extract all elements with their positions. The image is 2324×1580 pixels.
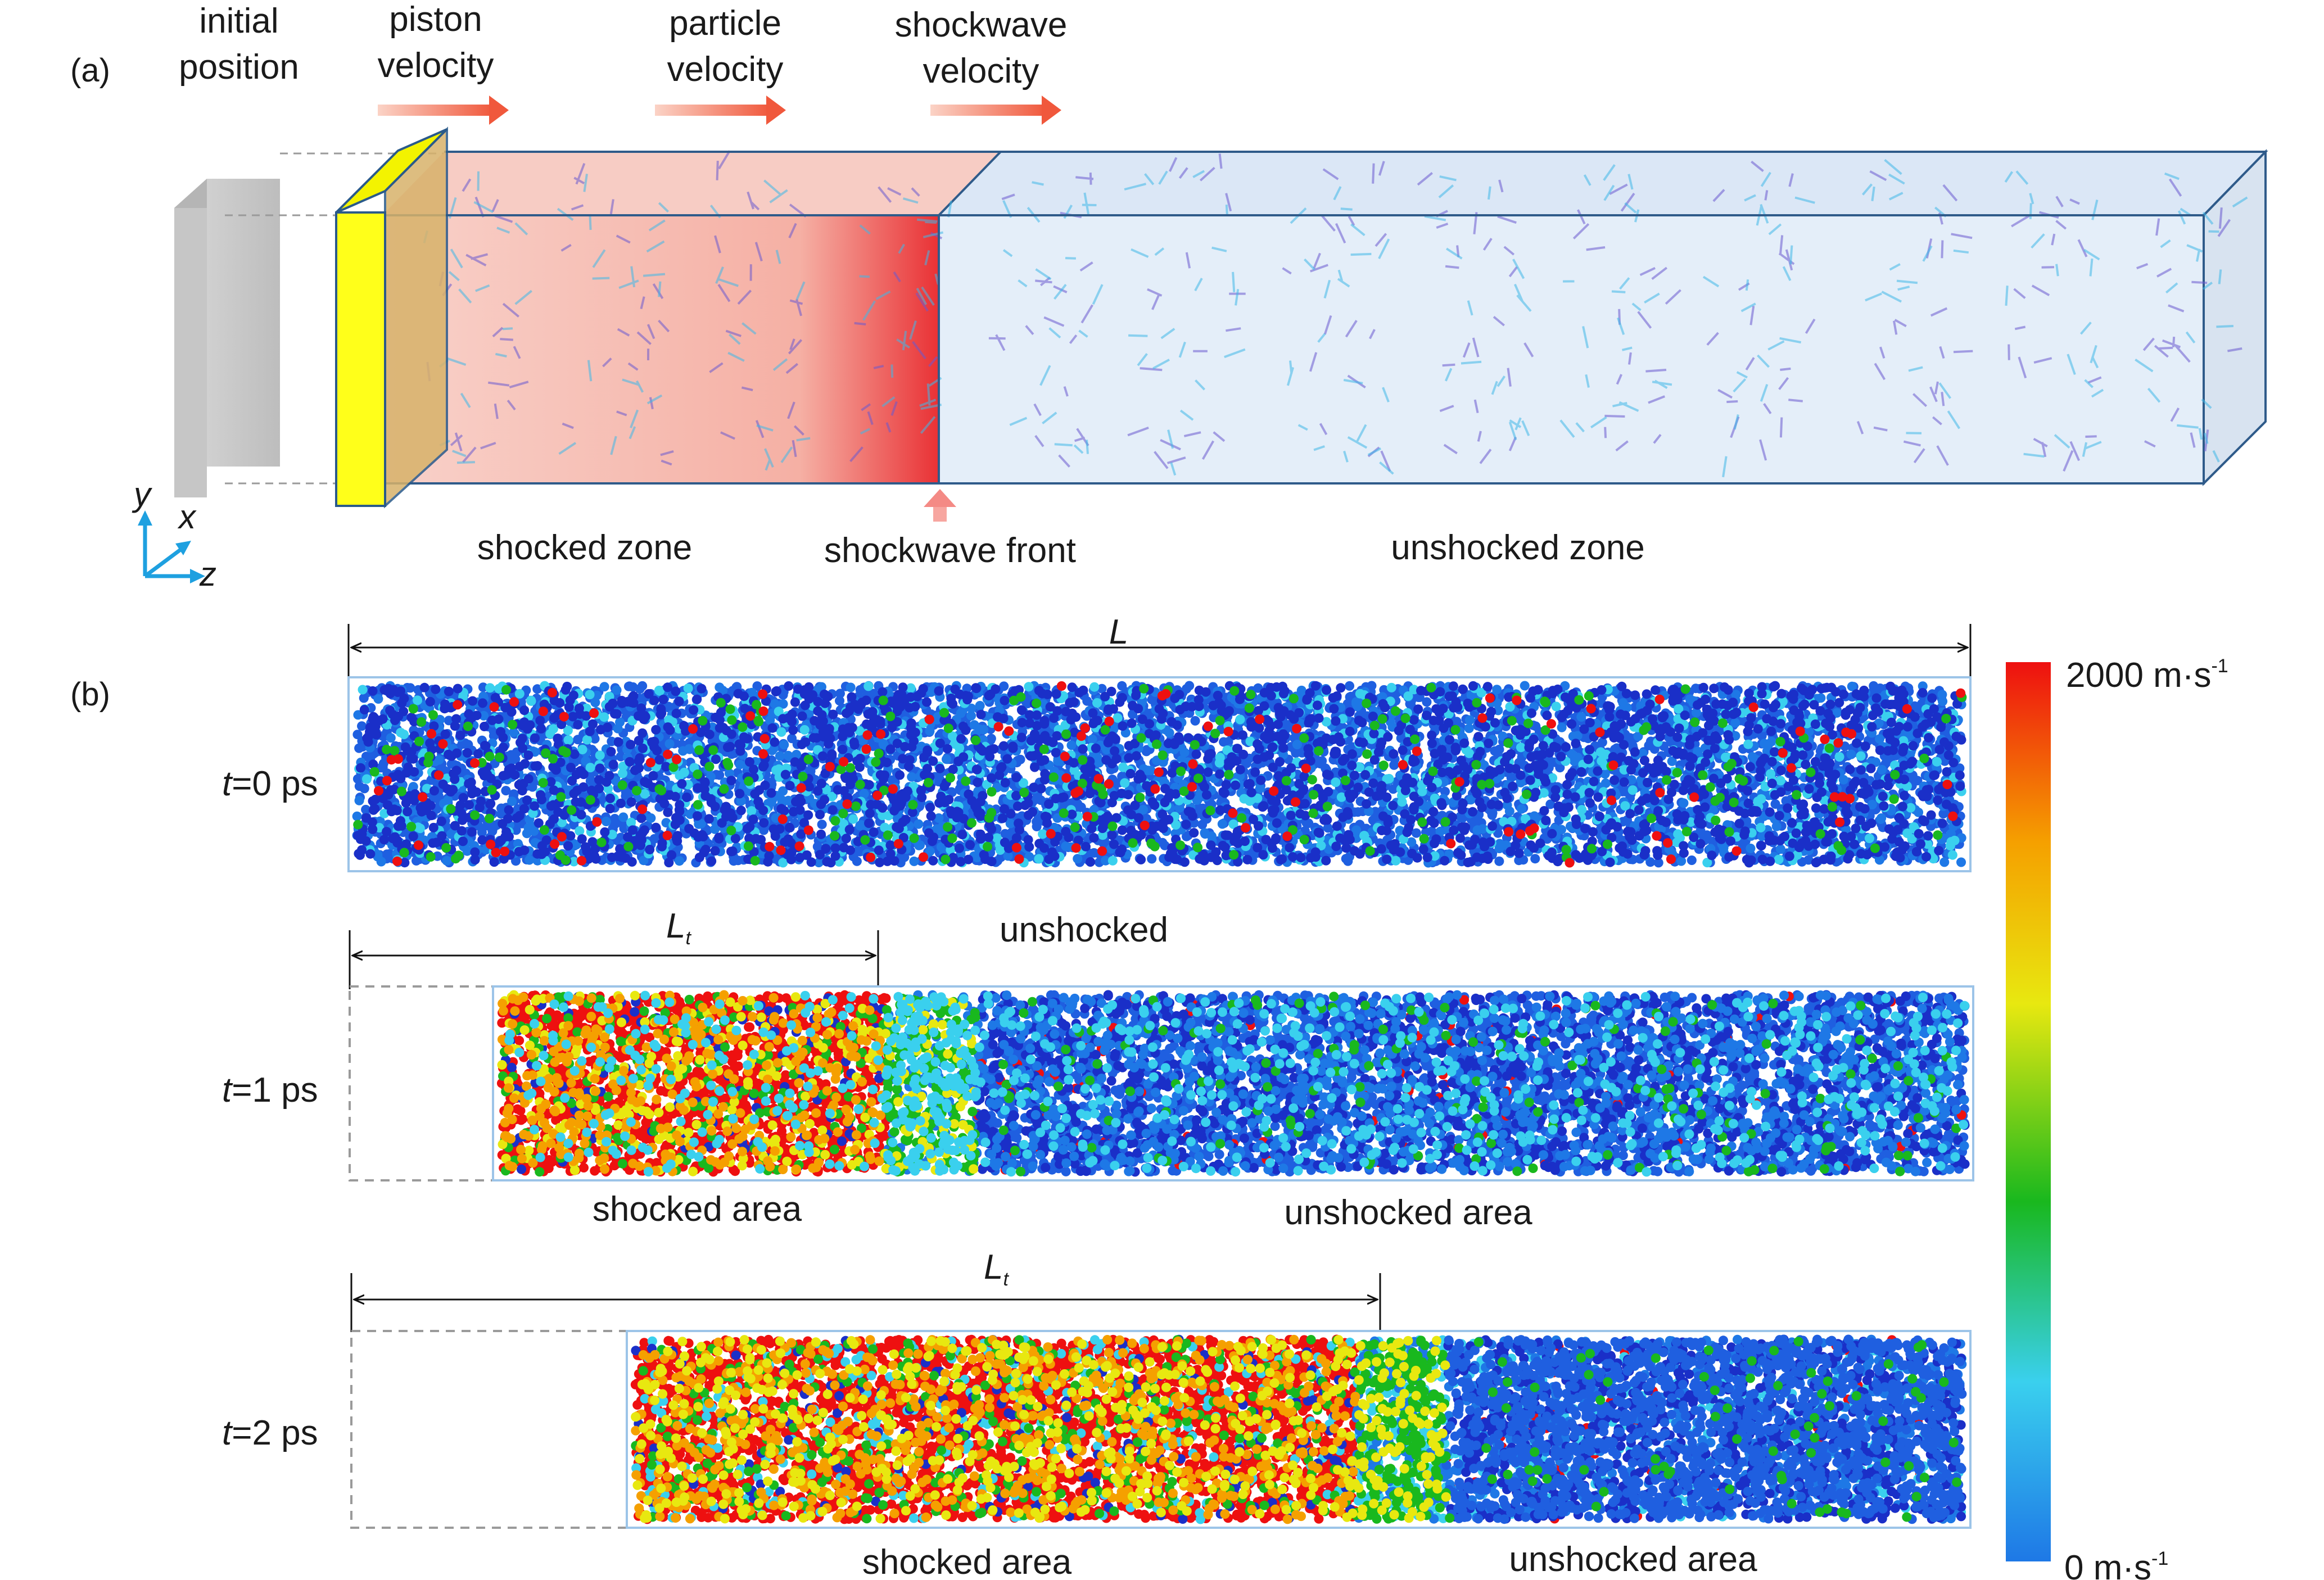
panel-a-label: (a) <box>70 52 110 89</box>
initial-position-label-line1: initial <box>199 2 278 40</box>
unshocked-zone-label: unshocked zone <box>1391 528 1645 567</box>
shocked-area-label-t2: shocked area <box>862 1543 1072 1580</box>
particle-strip-t0 <box>352 681 1967 868</box>
particle-group-4 <box>353 682 1967 866</box>
axis-z-label: z <box>199 555 216 593</box>
axes-triad: y x z <box>132 476 216 593</box>
lt-dimension-t1: Lt <box>349 907 879 989</box>
lt-label-t1: Lt <box>666 907 691 949</box>
time-value-t2: =2 ps <box>232 1414 318 1452</box>
length-L-label: L <box>1109 613 1128 651</box>
axis-y-label: y <box>132 476 153 513</box>
particle-group-5 <box>374 681 1966 868</box>
unshocked-label-t0: unshocked <box>1000 911 1168 949</box>
lt-dimension-t2: Lt <box>350 1248 1381 1332</box>
particle-velocity-label-line2: velocity <box>667 50 784 89</box>
svg-text:t=1 ps: t=1 ps <box>222 1071 318 1110</box>
particle-group-7 <box>631 1335 1451 1524</box>
time-value-t0: =0 ps <box>232 764 318 803</box>
axis-x-label: x <box>177 498 197 536</box>
time-label-t2: t=2 ps <box>222 1414 318 1452</box>
time-var-t2: t <box>222 1414 233 1452</box>
piston-displacement-t2 <box>350 1330 628 1529</box>
particle-strip-t1 <box>496 990 1970 1177</box>
shockwave-velocity-arrow <box>930 96 1061 125</box>
molecule-bonds-purple <box>426 150 2242 472</box>
particle-velocity-label-line1: particle <box>669 4 781 43</box>
shockwave-velocity-label-line1: shockwave <box>895 6 1068 44</box>
svg-text:t=2 ps: t=2 ps <box>222 1414 318 1452</box>
particle-strip-t2 <box>630 1334 1967 1524</box>
colorbar-max-label: 2000 m·s-1 <box>2066 655 2228 695</box>
unshocked-area-label-t1: unshocked area <box>1284 1193 1532 1232</box>
lt-label-t2: Lt <box>984 1248 1009 1290</box>
time-value-t1: =1 ps <box>232 1071 318 1110</box>
time-label-t1: t=1 ps <box>222 1071 318 1110</box>
piston-velocity-arrow <box>378 96 509 125</box>
length-dimension-L: L <box>347 613 1972 689</box>
unshocked-zone-box <box>936 149 2268 486</box>
shocked-zone-box <box>382 152 1001 483</box>
time-var-t1: t <box>222 1071 233 1110</box>
piston-displacement-t1 <box>349 985 494 1181</box>
shockwave-front-arrow <box>924 489 956 522</box>
panel-b-label: (b) <box>70 676 110 713</box>
shocked-zone-label: shocked zone <box>477 528 693 567</box>
particle-velocity-arrow <box>655 96 786 125</box>
time-var-t0: t <box>222 764 233 803</box>
molecular-structure-pattern <box>423 150 2248 478</box>
svg-text:t=0 ps: t=0 ps <box>222 764 318 803</box>
piston-velocity-label-line2: velocity <box>378 46 494 85</box>
initial-position-label-line2: position <box>179 48 299 87</box>
simulation-box-outline <box>382 151 2266 485</box>
shocked-area-label-t1: shocked area <box>593 1190 802 1229</box>
velocity-colorbar <box>2006 662 2051 1561</box>
shockwave-velocity-label-line2: velocity <box>923 52 1039 90</box>
time-label-t0: t=0 ps <box>222 764 318 803</box>
particle-group-7 <box>504 990 1970 1177</box>
piston-velocity-label-line1: piston <box>389 0 482 39</box>
initial-position-wall <box>174 179 280 497</box>
particle-group-4 <box>1441 1334 1967 1524</box>
unshocked-area-label-t2: unshocked area <box>1509 1540 1757 1579</box>
piston-plate <box>335 126 448 509</box>
shockwave-front-label: shockwave front <box>824 531 1076 570</box>
colorbar-min-label: 0 m·s-1 <box>2064 1548 2168 1580</box>
particle-group-3 <box>353 681 1966 868</box>
